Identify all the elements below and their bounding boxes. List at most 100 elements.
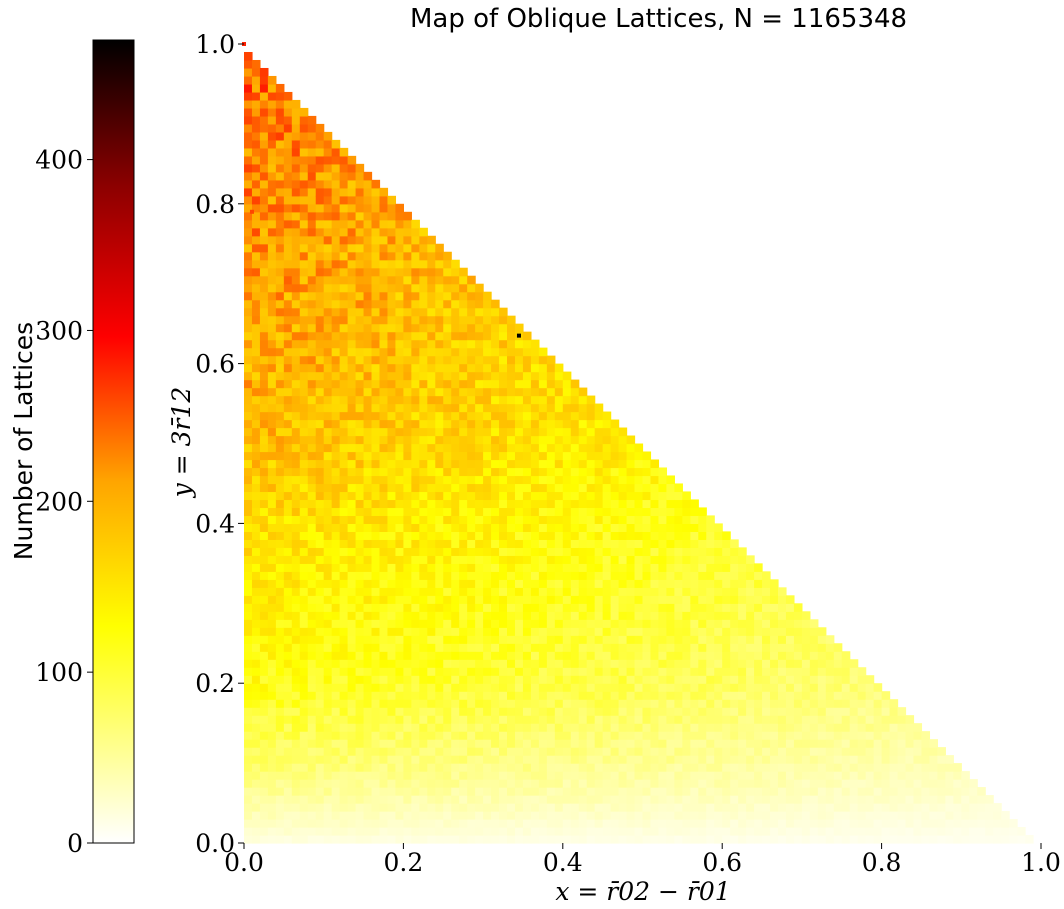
heatmap-cell [777,675,787,684]
heatmap-cell [706,523,715,532]
heatmap-cell [762,715,771,724]
heatmap-cell [618,659,628,668]
heatmap-cell [602,643,612,652]
heatmap-cell [738,595,747,604]
heatmap-cell [785,691,795,700]
heatmap-cell [562,547,572,556]
heatmap-cell [395,811,404,820]
heatmap-cell [347,803,357,812]
heatmap-cell [371,243,381,253]
heatmap-cell [451,675,460,684]
heatmap-cell [323,755,333,764]
heatmap-cell [299,803,309,812]
heatmap-cell [363,835,373,844]
heatmap-cell [610,659,620,668]
heatmap-cell [259,539,269,548]
heatmap-cell [610,723,620,732]
heatmap-cell [411,283,420,293]
heatmap-cell [244,363,253,373]
heatmap-cell [562,379,572,389]
heatmap-cell [299,699,309,708]
heatmap-cell [610,459,620,469]
heatmap-cell [483,675,492,684]
heatmap-cell [371,731,381,740]
heatmap-cell [602,419,612,429]
heatmap-cell [610,523,620,532]
heatmap-cell [514,683,524,692]
heatmap-cell [427,659,436,668]
heatmap-cell [522,563,532,572]
heatmap-cell [785,835,795,844]
heatmap-cell [650,627,660,636]
heatmap-cell [299,315,309,325]
heatmap-cell [251,83,261,93]
heatmap-cell [331,227,341,237]
heatmap-cell [642,539,652,548]
heatmap-cell [275,731,285,740]
heatmap-cell [825,803,835,812]
heatmap-cell [690,627,699,636]
heatmap-cell [307,771,317,780]
heatmap-cell [650,739,660,748]
heatmap-cell [499,747,508,756]
heatmap-cell [610,435,620,445]
heatmap-cell [267,723,277,732]
heatmap-cell [762,691,771,700]
heatmap-cell [467,363,476,373]
heatmap-cell [953,819,962,828]
heatmap-cell [315,827,325,836]
heatmap-cell [244,819,253,828]
heatmap-cell [355,339,365,349]
heatmap-cell [602,755,612,764]
heatmap-cell [602,523,612,532]
heatmap-cell [419,699,428,708]
heatmap-cell [363,235,373,245]
heatmap-cell [905,739,915,748]
heatmap-cell [355,755,365,764]
heatmap-cell [267,651,277,660]
heatmap-cell [267,755,277,764]
heatmap-cell [483,555,492,564]
heatmap-cell [754,683,763,692]
heatmap-cell [363,811,373,820]
heatmap-cell [562,555,572,564]
heatmap-cell [857,723,867,732]
heatmap-cell [395,379,404,389]
heatmap-cell [259,667,269,676]
heatmap-cell [562,563,572,572]
heatmap-cell [785,683,795,692]
heatmap-cell [937,779,946,788]
heatmap-cell [259,195,269,205]
heatmap-cell [706,707,715,716]
heatmap-cell [435,451,444,461]
heatmap-cell [586,595,596,604]
heatmap-cell [355,523,365,532]
heatmap-cell [331,811,341,820]
heatmap-cell [244,507,253,517]
heatmap-cell [865,795,875,804]
heatmap-cell [602,795,612,804]
heatmap-cell [491,443,500,453]
heatmap-cell [546,739,556,748]
heatmap-cell [291,771,301,780]
heatmap-cell [682,531,691,540]
heatmap-cell [259,507,269,517]
heatmap-cell [347,755,357,764]
heatmap-cell [267,419,277,429]
heatmap-cell [411,275,420,285]
heatmap-cell [730,819,739,828]
heatmap-cell [817,715,827,724]
heatmap-cell [546,555,556,564]
heatmap-cell [355,571,365,580]
heatmap-cell [459,827,468,836]
heatmap-cell [259,171,269,181]
heatmap-cell [451,259,460,269]
heatmap-cell [578,627,588,636]
heatmap-cell [706,635,715,644]
heatmap-cell [323,595,333,604]
heatmap-cell [602,451,612,461]
heatmap-cell [578,427,588,437]
heatmap-cell [244,747,253,756]
heatmap-cell [339,819,349,828]
heatmap-cell [682,747,691,756]
